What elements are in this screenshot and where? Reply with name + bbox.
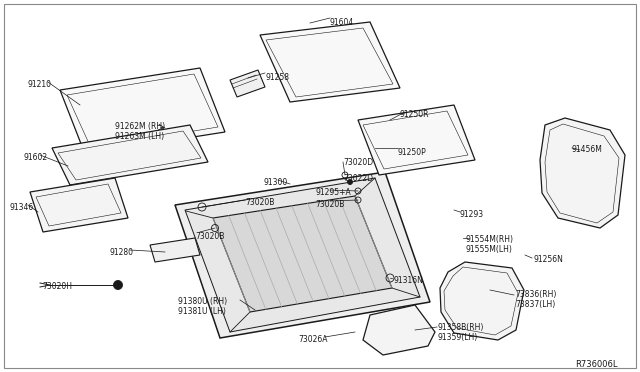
Text: 91359(LH): 91359(LH)	[438, 333, 478, 342]
Text: 91554M(RH): 91554M(RH)	[465, 235, 513, 244]
Text: 91293: 91293	[460, 210, 484, 219]
Text: 91316N: 91316N	[393, 276, 423, 285]
Polygon shape	[230, 70, 265, 97]
Text: 73026A: 73026A	[298, 335, 328, 344]
Text: 73020B: 73020B	[195, 232, 225, 241]
Polygon shape	[52, 125, 208, 185]
Text: 73020D: 73020D	[343, 158, 373, 167]
Polygon shape	[540, 118, 625, 228]
Polygon shape	[363, 305, 435, 355]
Text: 73020H: 73020H	[42, 282, 72, 291]
Text: 91346: 91346	[10, 203, 35, 212]
Text: 91250P: 91250P	[398, 148, 427, 157]
Text: 91381U (LH): 91381U (LH)	[178, 307, 226, 316]
Text: 73020B: 73020B	[315, 200, 344, 209]
Circle shape	[348, 180, 353, 185]
Polygon shape	[260, 22, 400, 102]
Text: 91210: 91210	[28, 80, 52, 89]
Text: 91256N: 91256N	[533, 255, 563, 264]
Polygon shape	[150, 238, 200, 262]
Text: 73837(LH): 73837(LH)	[515, 300, 556, 309]
Text: 91263M (LH): 91263M (LH)	[115, 132, 164, 141]
Text: R736006L: R736006L	[575, 360, 618, 369]
Text: 91300: 91300	[264, 178, 288, 187]
Text: 73836(RH): 73836(RH)	[515, 290, 556, 299]
Text: 73022D: 73022D	[343, 174, 373, 183]
Text: 73020B: 73020B	[245, 198, 275, 207]
Text: 91250R: 91250R	[400, 110, 429, 119]
Polygon shape	[358, 105, 475, 175]
Polygon shape	[440, 262, 524, 340]
Text: 91262M (RH): 91262M (RH)	[115, 122, 165, 131]
Text: 91258: 91258	[265, 73, 289, 82]
Text: 91602: 91602	[23, 153, 47, 162]
Circle shape	[113, 280, 122, 289]
Text: 91456M: 91456M	[572, 145, 603, 154]
Polygon shape	[60, 68, 225, 154]
Polygon shape	[213, 196, 392, 312]
Text: 91358B(RH): 91358B(RH)	[438, 323, 484, 332]
Text: 91555M(LH): 91555M(LH)	[465, 245, 512, 254]
Text: 91295+A: 91295+A	[315, 188, 351, 197]
Text: 91280: 91280	[110, 248, 134, 257]
Text: 91604: 91604	[330, 18, 355, 27]
Polygon shape	[30, 178, 128, 232]
Text: 91380U (RH): 91380U (RH)	[178, 297, 227, 306]
Polygon shape	[175, 172, 430, 338]
Polygon shape	[185, 178, 420, 332]
